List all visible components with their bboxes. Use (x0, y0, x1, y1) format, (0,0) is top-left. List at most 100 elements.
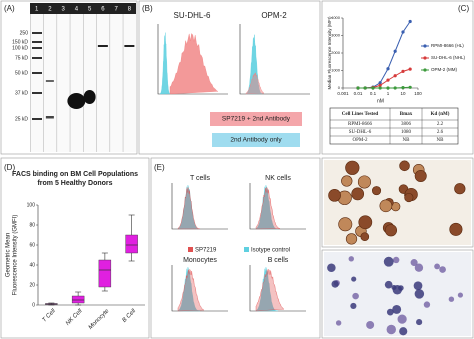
plot-title: OPM-2 (261, 11, 287, 20)
data-point (378, 86, 382, 90)
table-cell: 2.2 (437, 122, 444, 127)
stained-cell (345, 233, 358, 245)
stained-cell (413, 281, 423, 291)
stained-cell (384, 280, 393, 289)
panel-frame (321, 157, 474, 248)
legend-marker (423, 56, 427, 60)
stained-cell (383, 256, 394, 267)
x-tick-label: 10 (400, 91, 406, 96)
table-cell: SU-DHL-6 (349, 130, 372, 135)
axis (171, 265, 228, 312)
band (124, 45, 135, 47)
stained-cell (384, 224, 398, 237)
data-point (393, 74, 397, 78)
lane-label: 5 (88, 7, 92, 13)
stained-cell (414, 170, 427, 182)
histogram (177, 187, 201, 230)
stained-cell (399, 327, 408, 336)
stained-cell (457, 292, 463, 298)
y-tick-label: 40 (29, 262, 35, 268)
data-point (386, 67, 390, 71)
axis (249, 265, 306, 312)
marker-label: 150 kD (12, 39, 28, 45)
x-tick-label: 0.1 (370, 91, 377, 96)
x-tick-label: 0.01 (354, 91, 363, 96)
band (45, 116, 54, 119)
x-axis-label: nM (377, 98, 384, 104)
stained-cell (357, 175, 371, 189)
chart-title: FACS binding on BM Cell Populations (12, 171, 138, 178)
stained-cell (350, 302, 357, 310)
y-tick-label: 0 (32, 302, 35, 308)
stained-cell (379, 199, 393, 213)
stained-cell (341, 175, 353, 187)
lane-label: 3 (61, 7, 65, 13)
table-cell: NB (437, 138, 445, 143)
stained-cell (410, 259, 418, 267)
data-point (393, 86, 397, 90)
y-tick-label: 100 (27, 202, 36, 208)
legend-swatch (188, 247, 193, 252)
axis (249, 183, 306, 230)
plot-title: B cells (268, 257, 289, 264)
stained-cell (351, 276, 357, 282)
lane-label: 8 (128, 7, 132, 13)
x-tick-label: 100 (414, 91, 422, 96)
marker-label: 100 kD (12, 45, 28, 51)
stained-cell (351, 187, 365, 201)
panel-frame (138, 0, 321, 155)
y-tick-label: 1000 (331, 68, 341, 73)
legend-marker (423, 44, 427, 48)
marker-label: 75 kD (15, 55, 28, 61)
stained-cell (454, 183, 466, 195)
lane-divider (43, 14, 44, 152)
panel-frame (321, 249, 474, 339)
stained-cell (449, 222, 463, 236)
table-cell: OPM-2 (352, 138, 368, 143)
stained-cell (439, 266, 446, 273)
plot-title: T cells (190, 175, 211, 182)
stained-cell (358, 215, 373, 230)
stained-cell (404, 192, 414, 203)
lane-label: 1 (35, 7, 39, 13)
panel-label: (B) (142, 4, 153, 13)
y-axis-label: Median Fluorescence Intensity (MFI) (327, 16, 332, 90)
ladder-band (32, 57, 42, 59)
ladder-band (32, 118, 42, 120)
axis (239, 24, 310, 95)
lane-divider (56, 14, 58, 152)
stained-cell (352, 292, 359, 300)
data-point (386, 86, 390, 90)
stained-cell (416, 319, 423, 326)
stained-cell (371, 186, 382, 196)
marker-label: 50 kD (15, 70, 28, 76)
stained-cell (399, 160, 410, 172)
box (98, 259, 112, 288)
panel-frame (150, 157, 321, 339)
legend-label: Isotype control (251, 248, 290, 254)
histogram (169, 33, 219, 95)
box (125, 234, 138, 254)
lane-label: 4 (75, 7, 79, 13)
lane-divider (122, 14, 124, 152)
stained-cell (392, 285, 403, 295)
data-point (408, 67, 412, 71)
histogram (159, 32, 171, 95)
box (71, 295, 85, 304)
panel-label: (D) (4, 163, 15, 172)
legend-marker (423, 68, 427, 72)
data-point (386, 78, 390, 82)
lane-header (30, 3, 136, 14)
y-axis-label: Geometric Mean (6, 233, 12, 277)
panel-label: (C) (458, 4, 469, 13)
data-point (401, 30, 405, 34)
lane-divider (30, 14, 31, 152)
chart-title: from 5 Healthy Donors (37, 180, 112, 187)
lane-divider (109, 14, 111, 152)
stained-cell (397, 314, 407, 324)
stained-cell (434, 263, 441, 270)
data-point (401, 86, 405, 90)
x-tick-label: 1 (387, 91, 390, 96)
stained-cell (414, 263, 424, 272)
table-cell: RPMI-8666 (348, 122, 372, 127)
